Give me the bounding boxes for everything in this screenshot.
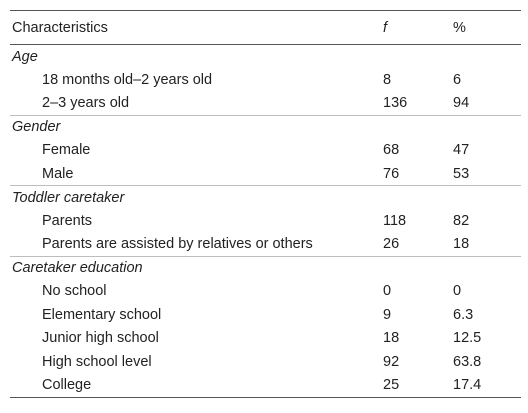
section-label: Gender — [12, 119, 61, 135]
row-label: 18 months old–2 years old — [42, 71, 213, 88]
table-row: Male 76 53 — [10, 162, 521, 186]
table-row: 2–3 years old 136 94 — [10, 92, 521, 116]
row-label: Female — [42, 142, 91, 159]
row-frequency: 76 — [383, 165, 400, 182]
row-frequency: 0 — [383, 283, 392, 300]
row-frequency: 9 — [383, 306, 392, 323]
row-frequency: 26 — [383, 236, 400, 252]
table-row: Elementary school 9 6.3 — [10, 303, 521, 327]
row-percent: 17.4 — [453, 377, 482, 393]
table-row: Parents are assisted by relatives or oth… — [10, 233, 521, 257]
row-label: No school — [42, 283, 107, 300]
characteristics-table: Characteristics f % Age 18 months old–2 … — [10, 10, 521, 398]
row-frequency: 18 — [383, 330, 400, 347]
characteristics-table-container: Characteristics f % Age 18 months old–2 … — [10, 10, 521, 398]
row-percent: 63.8 — [453, 353, 482, 370]
row-label: Parents are assisted by relatives or oth… — [42, 236, 313, 252]
row-frequency: 118 — [383, 212, 407, 229]
row-label: 2–3 years old — [42, 95, 130, 111]
header-percent: % — [453, 19, 466, 36]
section-row-age: Age — [10, 45, 521, 69]
row-percent: 53 — [453, 165, 470, 182]
row-percent: 6.3 — [453, 306, 474, 323]
header-characteristics: Characteristics — [12, 19, 108, 36]
row-percent: 6 — [453, 71, 462, 88]
row-percent: 12.5 — [453, 330, 482, 347]
section-row-toddler-caretaker: Toddler caretaker — [10, 185, 521, 210]
row-label: Elementary school — [42, 306, 162, 323]
section-row-caretaker-education: Caretaker education — [10, 256, 521, 280]
row-frequency: 8 — [383, 71, 392, 88]
section-label: Age — [12, 48, 38, 65]
table-row: High school level 92 63.8 — [10, 350, 521, 374]
table-row: Female 68 47 — [10, 139, 521, 163]
row-label: Male — [42, 165, 74, 182]
section-label: Caretaker education — [12, 260, 143, 276]
row-label: College — [42, 377, 92, 393]
section-label: Toddler caretaker — [12, 189, 125, 206]
row-percent: 18 — [453, 236, 470, 252]
row-percent: 82 — [453, 212, 470, 229]
table-body: Age 18 months old–2 years old 8 6 2–3 ye… — [10, 45, 521, 397]
row-frequency: 68 — [383, 142, 400, 159]
row-percent: 47 — [453, 142, 470, 159]
section-row-gender: Gender — [10, 115, 521, 139]
row-frequency: 136 — [383, 95, 408, 111]
header-frequency: f — [383, 19, 388, 36]
row-percent: 0 — [453, 283, 462, 300]
header-row: Characteristics f % — [10, 10, 521, 45]
table-header: Characteristics f % — [10, 10, 521, 45]
row-frequency: 92 — [383, 353, 400, 370]
table-row: Parents 118 82 — [10, 209, 521, 233]
table-row: 18 months old–2 years old 8 6 — [10, 68, 521, 92]
row-label: Junior high school — [42, 330, 159, 347]
row-percent: 94 — [453, 95, 470, 111]
row-label: High school level — [42, 353, 152, 370]
table-row: College 25 17.4 — [10, 374, 521, 397]
table-row: Junior high school 18 12.5 — [10, 327, 521, 351]
table-row: No school 0 0 — [10, 280, 521, 304]
row-frequency: 25 — [383, 377, 400, 393]
row-label: Parents — [42, 212, 92, 229]
